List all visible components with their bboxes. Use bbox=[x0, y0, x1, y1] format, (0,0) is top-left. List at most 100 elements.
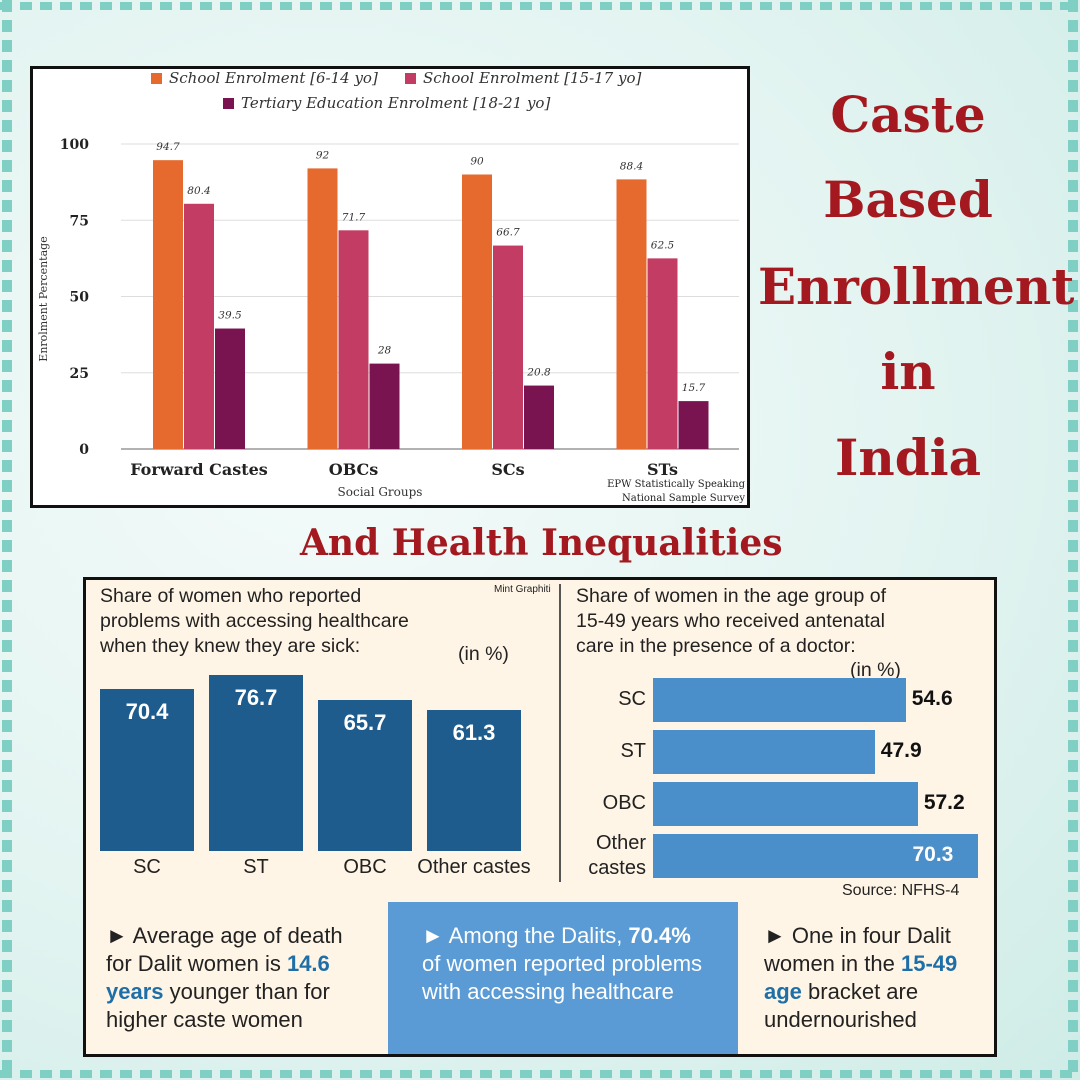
top-border-dashes bbox=[0, 2, 1080, 10]
fact-highlight: 70.4% bbox=[628, 923, 691, 948]
title-line: care in the presence of a doctor: bbox=[576, 635, 856, 657]
antenatal-bar bbox=[653, 834, 979, 878]
fact-dalits: ► Among the Dalits, 70.4% of women repor… bbox=[422, 922, 712, 1006]
bar bbox=[153, 160, 183, 449]
x-axis-label: Social Groups bbox=[338, 485, 423, 499]
enrolment-bar-chart: School Enrolment [6-14 yo] School Enrolme… bbox=[37, 69, 746, 504]
fact-text: of women reported problems with accessin… bbox=[422, 951, 703, 1004]
legend-swatch bbox=[151, 73, 162, 84]
y-tick-label: 100 bbox=[60, 137, 89, 153]
health-access-category: Other castes bbox=[417, 856, 531, 878]
source-line: National Sample Survey bbox=[622, 493, 745, 504]
health-access-value: 65.7 bbox=[343, 709, 387, 735]
x-category-label: OBCs bbox=[329, 460, 379, 479]
fact-undernourished: ► One in four Dalit women in the 15-49 a… bbox=[764, 922, 984, 1034]
health-panel: Share of women who reported problems wit… bbox=[83, 577, 997, 1057]
fact-text: ► One in four Dalit women in the bbox=[764, 923, 951, 976]
fact-death-age: ► Average age of death for Dalit women i… bbox=[106, 922, 366, 1034]
y-tick-label: 0 bbox=[79, 442, 89, 458]
bar-value-label: 62.5 bbox=[651, 239, 675, 251]
antenatal-category: Other castes bbox=[556, 831, 646, 881]
bar bbox=[369, 363, 400, 449]
antenatal-bar bbox=[653, 678, 906, 722]
antenatal-value: 57.2 bbox=[923, 791, 965, 814]
y-axis-label: Enrolment Percentage bbox=[37, 236, 50, 361]
source-line: EPW Statistically Speaking bbox=[607, 479, 745, 490]
antenatal-bar bbox=[653, 782, 918, 826]
bar bbox=[307, 168, 338, 449]
fact-text: bracket are undernourished bbox=[764, 979, 919, 1032]
health-access-category: ST bbox=[243, 856, 269, 878]
title-line: when they knew they are sick: bbox=[100, 635, 361, 657]
fact-highlight: 15-49 age bbox=[764, 951, 958, 1004]
bar bbox=[524, 385, 554, 449]
x-category-label: STs bbox=[647, 460, 678, 479]
antenatal-category: OBC bbox=[556, 791, 646, 816]
antenatal-bar bbox=[653, 730, 875, 774]
title-line: Share of women in the age group of bbox=[576, 585, 887, 607]
bar bbox=[184, 203, 214, 449]
category-line: OBC bbox=[602, 792, 646, 814]
bar-value-label: 66.7 bbox=[496, 227, 520, 239]
y-tick-label: 75 bbox=[70, 213, 89, 229]
antenatal-value: 70.3 bbox=[912, 843, 954, 866]
legend-swatch bbox=[223, 98, 234, 109]
fact-highlight: 14.6 years bbox=[106, 951, 330, 1004]
health-access-category: OBC bbox=[343, 856, 387, 878]
x-category-label: SCs bbox=[491, 460, 524, 479]
bar-value-label: 20.8 bbox=[526, 367, 551, 379]
title-word: India bbox=[834, 428, 982, 487]
health-right-unit: (in %) bbox=[850, 659, 901, 681]
antenatal-value: 54.6 bbox=[911, 687, 953, 710]
health-access-value: 61.3 bbox=[452, 720, 496, 745]
health-right-title: Share of women in the age group of 15-49… bbox=[576, 584, 886, 659]
health-access-value: 76.7 bbox=[234, 684, 278, 710]
bar bbox=[462, 174, 492, 449]
bottom-border-dashes bbox=[0, 1070, 1080, 1078]
title-word: Enrollment bbox=[758, 257, 1075, 316]
bar bbox=[678, 401, 709, 449]
title-line: problems with accessing healthcare bbox=[100, 610, 409, 632]
antenatal-category: SC bbox=[556, 687, 646, 712]
left-border-dashes bbox=[2, 0, 12, 1080]
health-access-value: 70.4 bbox=[125, 699, 169, 725]
bar-value-label: 88.4 bbox=[620, 160, 643, 172]
bar-value-label: 39.5 bbox=[218, 310, 242, 322]
y-tick-label: 50 bbox=[70, 290, 90, 306]
mint-graphiti-credit: Mint Graphiti bbox=[494, 584, 551, 595]
bar bbox=[647, 258, 678, 449]
category-line: castes bbox=[588, 857, 646, 879]
category-line: SC bbox=[618, 688, 646, 710]
enrolment-chart-panel: School Enrolment [6-14 yo] School Enrolme… bbox=[30, 66, 750, 508]
fact-box-dalits: ► Among the Dalits, 70.4% of women repor… bbox=[388, 902, 738, 1054]
health-access-bar bbox=[318, 699, 412, 851]
bar-value-label: 15.7 bbox=[682, 382, 706, 394]
fact-text: ► Average age of death for Dalit women i… bbox=[106, 923, 343, 976]
category-line: Other bbox=[595, 832, 646, 854]
bar-value-label: 71.7 bbox=[342, 211, 366, 223]
x-category-label: Forward Castes bbox=[130, 460, 268, 479]
bar-value-label: 28 bbox=[377, 345, 392, 357]
title-word: Based bbox=[823, 170, 993, 229]
health-access-bar bbox=[100, 689, 194, 851]
health-access-bar bbox=[209, 674, 303, 851]
title-word: Caste bbox=[830, 85, 986, 144]
panel-divider bbox=[559, 584, 561, 882]
title-word: in bbox=[880, 342, 936, 401]
title-line: 15-49 years who received antenatal bbox=[576, 610, 885, 632]
legend-label: Tertiary Education Enrolment [18-21 yo] bbox=[241, 94, 550, 112]
bar-value-label: 94.7 bbox=[156, 141, 180, 153]
health-access-category: SC bbox=[133, 856, 161, 878]
legend-label: School Enrolment [15-17 yo] bbox=[423, 69, 641, 87]
bar bbox=[616, 179, 647, 449]
bar bbox=[338, 230, 369, 449]
legend-swatch bbox=[405, 73, 416, 84]
bar-value-label: 80.4 bbox=[187, 185, 210, 197]
legend-label: School Enrolment [6-14 yo] bbox=[169, 69, 378, 87]
subtitle: And Health Inequalities bbox=[300, 522, 783, 564]
health-access-bar bbox=[427, 710, 521, 851]
bar bbox=[215, 328, 245, 449]
category-line: ST bbox=[620, 740, 646, 762]
fact-text: younger than for higher caste women bbox=[106, 979, 330, 1032]
antenatal-value: 47.9 bbox=[880, 739, 922, 762]
